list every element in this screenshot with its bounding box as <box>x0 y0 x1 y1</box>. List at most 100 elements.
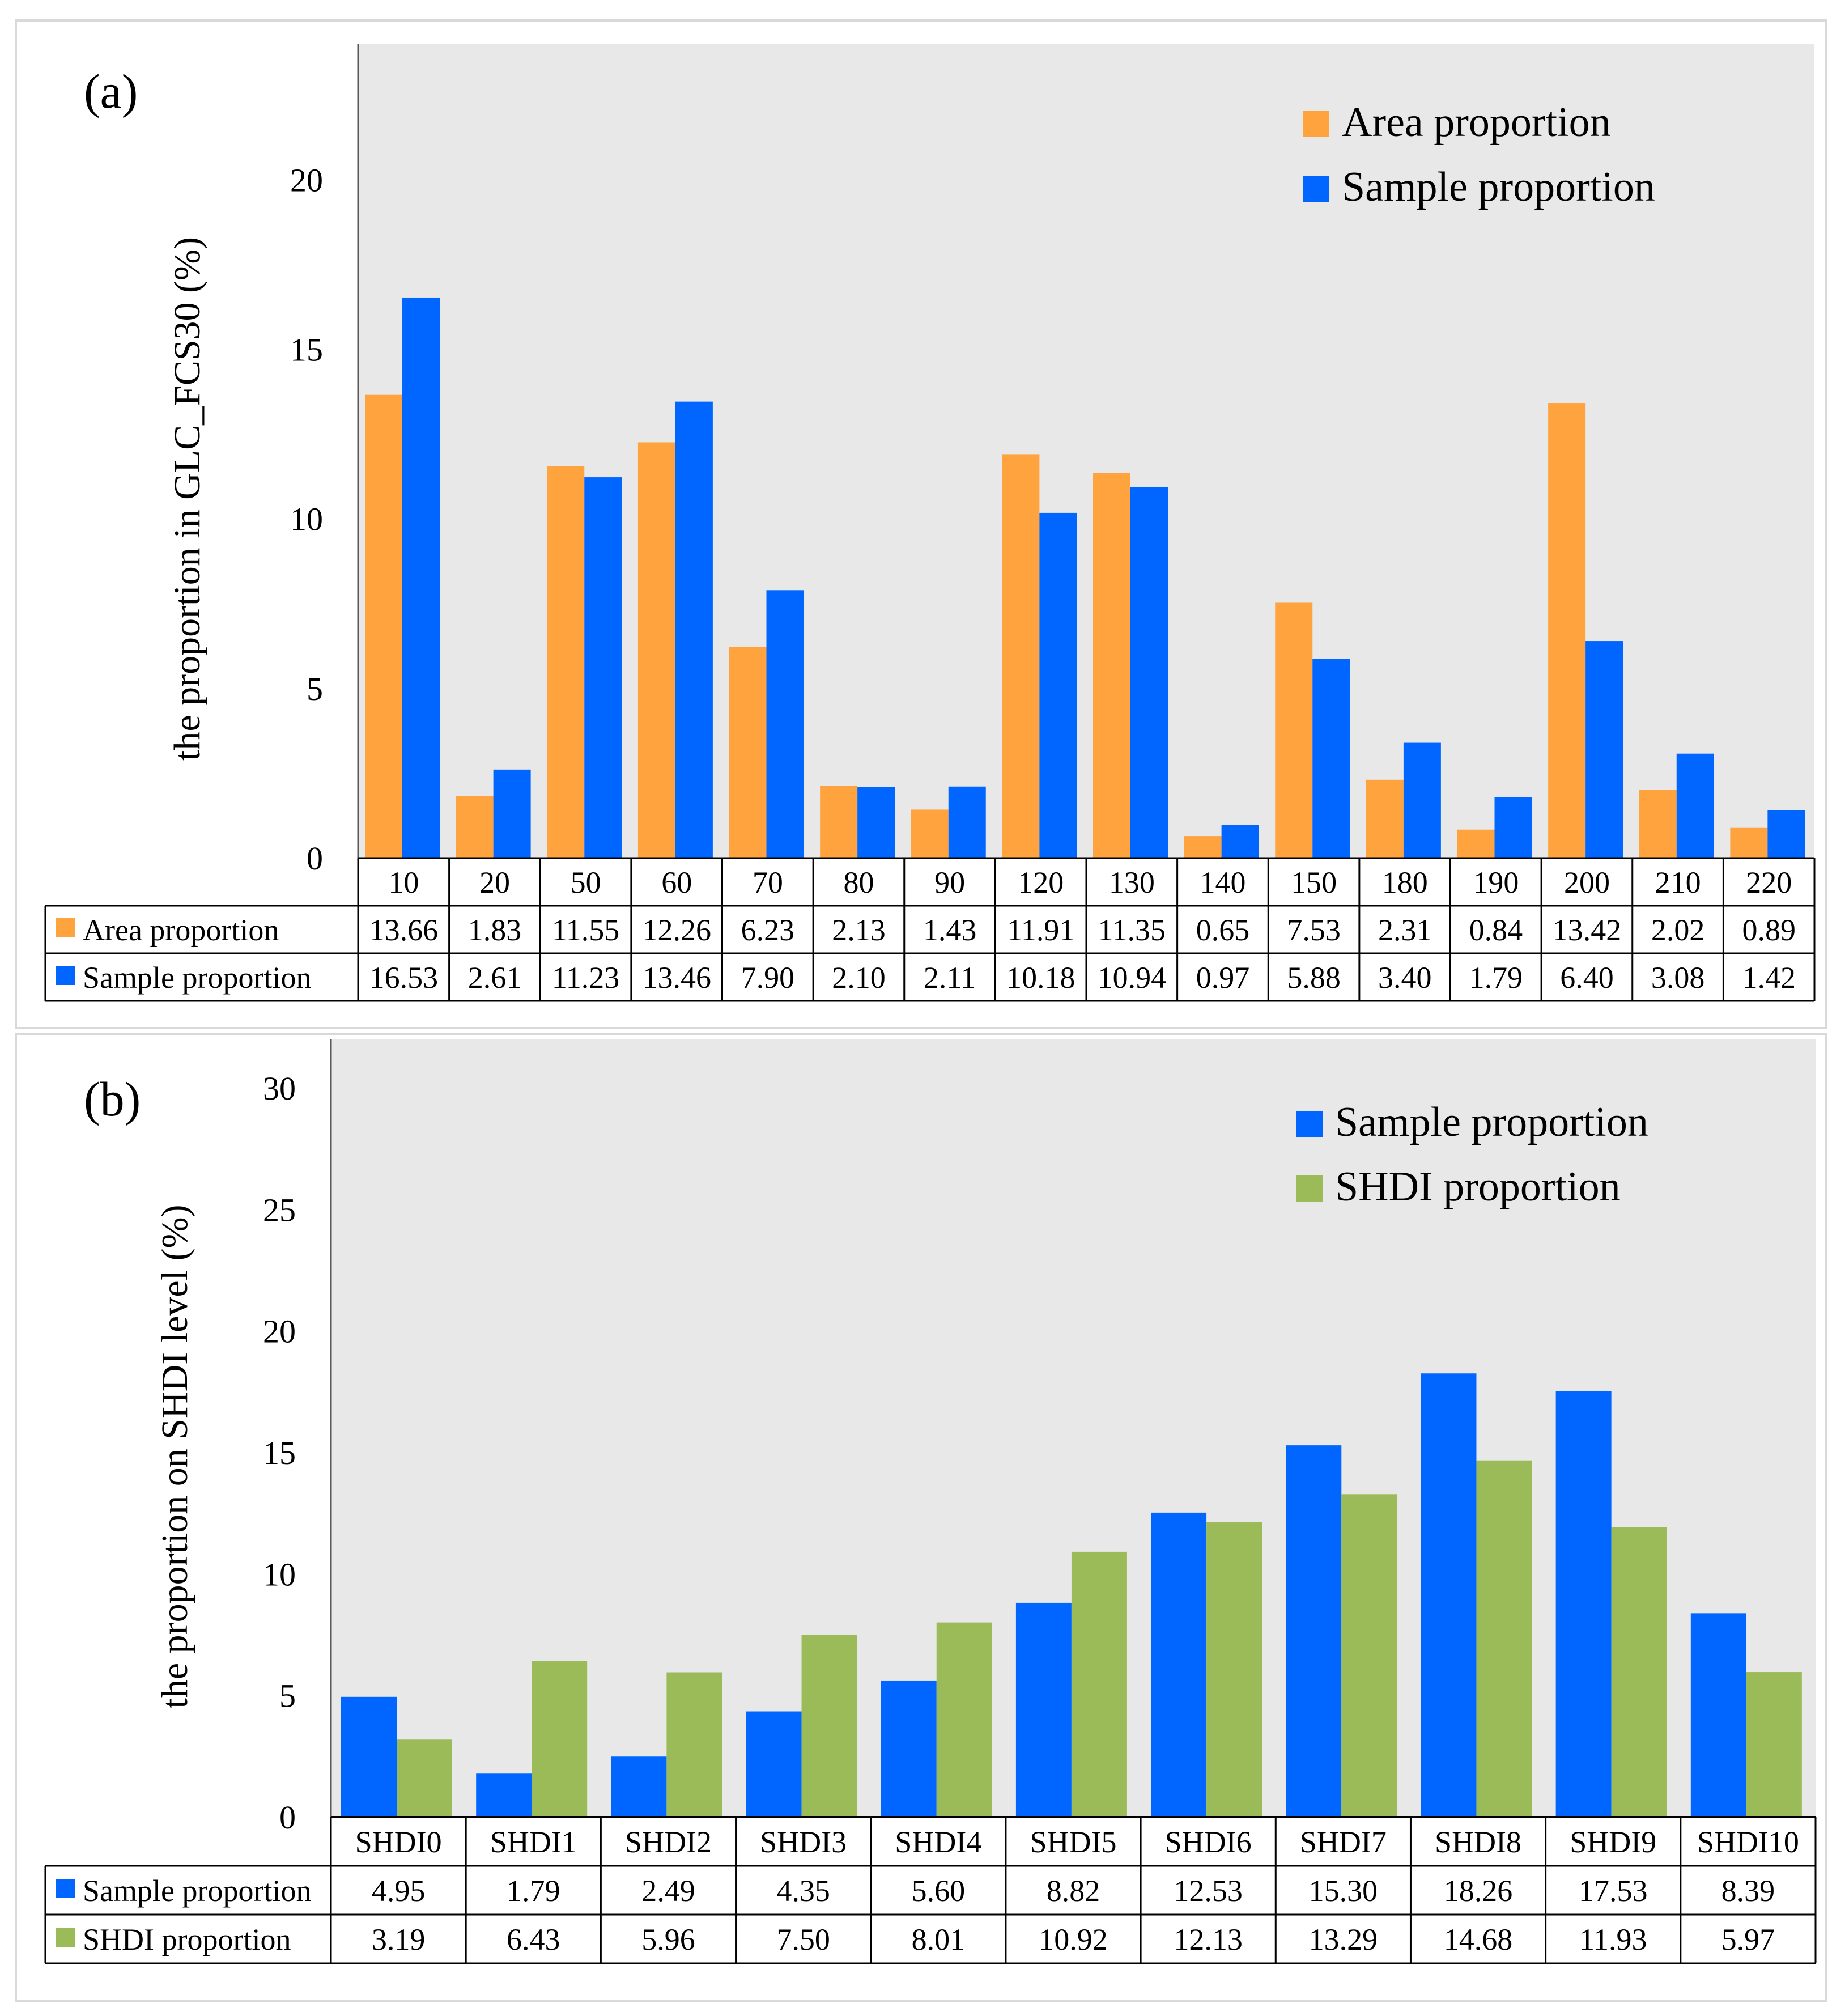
table-cell: 15.30 <box>1309 1874 1378 1908</box>
table-cell: 0.84 <box>1469 913 1523 947</box>
table-header-cell: 120 <box>1018 865 1064 899</box>
table-header-cell: 60 <box>661 865 692 899</box>
y-tick-label: 10 <box>290 501 323 538</box>
table-cell: 7.50 <box>776 1922 830 1956</box>
bar-shdi-proportion-SHDI10 <box>1746 1672 1802 1817</box>
y-tick-label: 0 <box>279 1799 296 1836</box>
table-cell: 7.53 <box>1287 913 1341 947</box>
table-cell: 2.49 <box>641 1874 695 1908</box>
table-row-swatch <box>56 966 75 985</box>
table-header-cell: 80 <box>843 865 874 899</box>
bar-shdi-proportion-SHDI6 <box>1206 1522 1262 1817</box>
table-cell: 11.35 <box>1098 913 1166 947</box>
table-cell: 5.60 <box>912 1874 966 1908</box>
y-tick-label: 5 <box>307 670 323 707</box>
y-tick-label: 10 <box>263 1556 296 1593</box>
bar-sample-proportion-130 <box>1130 487 1168 858</box>
table-cell: 11.23 <box>552 961 620 995</box>
table-header-cell: 90 <box>934 865 965 899</box>
table-header-cell: SHDI7 <box>1300 1825 1387 1859</box>
table-cell: 6.43 <box>507 1922 560 1956</box>
panel-b-data-table: SHDI0 SHDI1 SHDI2 SHDI3 SHDI4 SHDI5 SHDI6 SHDI7… <box>44 1816 1817 1964</box>
y-tick-label: 15 <box>263 1434 296 1471</box>
bar-shdi-proportion-SHDI8 <box>1476 1460 1532 1817</box>
table-cell: 10.94 <box>1098 961 1167 995</box>
table-cell: 3.19 <box>372 1922 426 1956</box>
legend-label: SHDI proportion <box>1335 1164 1621 1210</box>
table-cell: 4.95 <box>372 1874 426 1908</box>
table-cell: 8.01 <box>912 1922 966 1956</box>
table-header-cell: 130 <box>1109 865 1155 899</box>
table-cell: 2.31 <box>1378 913 1432 947</box>
bar-sample-proportion-90 <box>948 786 986 858</box>
table-cell: 8.39 <box>1721 1874 1775 1908</box>
table-header-cell: SHDI4 <box>895 1825 981 1859</box>
table-header-cell: 220 <box>1746 865 1792 899</box>
table-cell: 1.79 <box>1469 961 1523 995</box>
panel-a-legend: Area proportion Sample proportion <box>1303 99 1655 210</box>
table-cell: 12.13 <box>1174 1922 1243 1956</box>
panel-b-tag: (b) <box>84 1072 141 1126</box>
table-cell: 1.42 <box>1742 961 1796 995</box>
y-tick-label: 25 <box>263 1191 296 1228</box>
table-cell: 13.66 <box>369 913 439 947</box>
table-cell: 12.26 <box>642 913 711 947</box>
panel-b-legend: Sample proportion SHDI proportion <box>1296 1099 1648 1210</box>
y-tick-label: 30 <box>263 1070 296 1107</box>
bar-sample-proportion-50 <box>584 477 622 858</box>
table-header-cell: 70 <box>753 865 783 899</box>
table-row-swatch <box>56 1928 75 1947</box>
panel-b-bars <box>330 1039 1802 1817</box>
table-cell: 13.42 <box>1553 913 1622 947</box>
table-cell: 10.18 <box>1006 961 1075 995</box>
legend-swatch <box>1296 1111 1323 1137</box>
table-header-cell: 10 <box>388 865 419 899</box>
bar-area-proportion-50 <box>547 466 585 858</box>
table-cell: 16.53 <box>369 961 439 995</box>
legend-label: Sample proportion <box>1342 164 1655 210</box>
bar-sample-proportion-200 <box>1585 641 1623 858</box>
table-cell: 6.40 <box>1560 961 1614 995</box>
table-row-header: Sample proportion <box>83 1874 311 1908</box>
table-cell: 6.23 <box>741 913 795 947</box>
bar-sample-proportion-SHDI6 <box>1151 1512 1207 1817</box>
table-cell: 2.61 <box>468 961 522 995</box>
bar-sample-proportion-SHDI10 <box>1690 1613 1746 1817</box>
bar-sample-proportion-SHDI2 <box>611 1756 667 1817</box>
y-tick-label: 20 <box>290 162 323 198</box>
bar-area-proportion-210 <box>1639 790 1677 858</box>
table-cell: 10.92 <box>1039 1922 1108 1956</box>
bar-sample-proportion-70 <box>766 590 804 858</box>
y-tick-label: 0 <box>307 840 323 877</box>
bar-area-proportion-140 <box>1184 836 1222 858</box>
bar-area-proportion-10 <box>365 394 402 858</box>
bar-area-proportion-200 <box>1548 403 1586 858</box>
panel-a-y-axis-label: the proportion in GLC_FCS30 (%) <box>167 237 208 761</box>
table-header-cell: 50 <box>571 865 601 899</box>
table-row-header: Sample proportion <box>83 961 311 995</box>
bar-sample-proportion-SHDI8 <box>1421 1373 1477 1817</box>
panel-b-y-ticks: 0 5 10 15 20 25 30 <box>263 1070 296 1836</box>
panel-a-bars <box>357 44 1805 858</box>
table-header-cell: SHDI1 <box>490 1825 577 1859</box>
bar-sample-proportion-SHDI9 <box>1555 1391 1612 1817</box>
table-header-cell: SHDI3 <box>760 1825 847 1859</box>
table-cell: 0.97 <box>1196 961 1250 995</box>
bar-sample-proportion-80 <box>857 787 895 858</box>
bar-shdi-proportion-SHDI1 <box>532 1661 588 1817</box>
table-cell: 13.29 <box>1309 1922 1378 1956</box>
table-row-swatch <box>56 918 75 937</box>
table-row-header: Area proportion <box>83 913 279 947</box>
legend-swatch <box>1303 176 1329 202</box>
bar-sample-proportion-220 <box>1767 810 1805 858</box>
bar-sample-proportion-SHDI5 <box>1015 1602 1072 1817</box>
table-cell: 14.68 <box>1444 1922 1513 1956</box>
bar-shdi-proportion-SHDI7 <box>1341 1494 1397 1817</box>
bar-area-proportion-20 <box>456 796 494 858</box>
y-tick-label: 5 <box>279 1678 296 1714</box>
table-header-cell: SHDI5 <box>1030 1825 1116 1859</box>
table-header-cell: SHDI9 <box>1570 1825 1656 1859</box>
bar-area-proportion-180 <box>1366 779 1404 858</box>
panel-a-tag: (a) <box>84 64 138 118</box>
bar-sample-proportion-140 <box>1221 825 1259 858</box>
